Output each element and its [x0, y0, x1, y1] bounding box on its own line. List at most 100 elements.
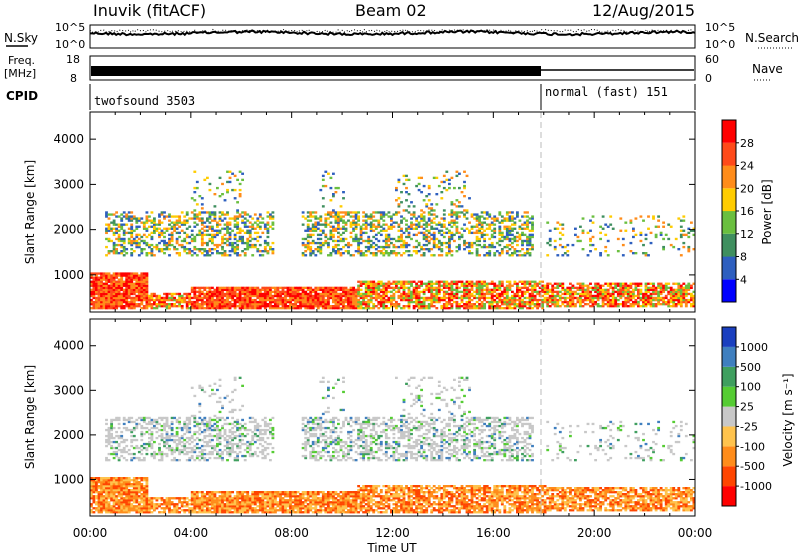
power-cell-3815 — [576, 288, 580, 292]
power-cell-1145 — [226, 188, 229, 192]
power-cell-801 — [188, 300, 192, 304]
vel-cell-78 — [102, 507, 106, 510]
power-cell-2313 — [379, 282, 383, 285]
power-cell-2361 — [384, 252, 388, 255]
power-cell-284 — [120, 237, 124, 241]
power-cell-2728 — [427, 250, 431, 253]
power-cell-3808 — [574, 286, 577, 290]
power-cell-606 — [155, 294, 159, 298]
power-cell-2575 — [410, 254, 413, 257]
power-cell-2046 — [349, 296, 353, 300]
power-cell-3982 — [611, 292, 615, 296]
power-cell-786 — [185, 296, 189, 300]
power-cell-39 — [95, 286, 98, 290]
power-cell-329 — [125, 282, 129, 285]
noise-right-label: N.Search — [745, 31, 799, 45]
power-cell-846 — [193, 225, 197, 228]
freq-right-tick-bottom: 0 — [705, 72, 712, 85]
power-cell-3488 — [516, 250, 519, 253]
power-cell-865 — [195, 254, 199, 257]
power-cell-2449 — [395, 186, 398, 190]
power-cell-4231 — [664, 284, 668, 287]
power-cell-1731 — [314, 305, 318, 308]
power-cell-3496 — [518, 307, 522, 310]
power-cell-3951 — [606, 305, 610, 308]
power-cell-1902 — [332, 211, 335, 214]
power-cell-2844 — [440, 243, 444, 247]
power-cell-95 — [102, 278, 106, 281]
power-cell-2909 — [448, 252, 451, 255]
power-cell-2230 — [369, 252, 373, 255]
power-cell-3198 — [480, 245, 484, 249]
power-cell-4168 — [652, 296, 655, 300]
power-cell-8 — [90, 284, 93, 287]
power-cell-2464 — [397, 229, 401, 232]
power-cell-1157 — [228, 286, 232, 290]
power-cell-1044 — [216, 250, 219, 253]
power-cell-699 — [170, 292, 174, 296]
vel-cell-407 — [135, 505, 139, 508]
vel-cell-123 — [107, 505, 111, 508]
vel-cell-324 — [125, 479, 129, 482]
power-cell-3412 — [508, 305, 512, 308]
power-cell-3378 — [503, 235, 507, 239]
power-cell-1037 — [216, 296, 219, 300]
power-cell-318 — [125, 305, 129, 308]
power-cell-2556 — [407, 243, 411, 247]
power-cell-857 — [195, 305, 199, 308]
vel-cell-463 — [140, 479, 144, 482]
power-cell-255 — [117, 237, 121, 241]
power-cell-3275 — [490, 288, 494, 292]
power-cell-2189 — [364, 225, 368, 228]
power-cell-2983 — [455, 280, 459, 283]
power-cell-282 — [120, 243, 124, 247]
vel-cell-171 — [110, 428, 114, 432]
power-cell-4319 — [682, 219, 686, 222]
power-cell-711 — [173, 303, 177, 306]
power-cell-512 — [142, 276, 146, 279]
power-cell-1945 — [337, 248, 340, 251]
power-cell-1020 — [213, 248, 217, 251]
power-cell-3451 — [511, 227, 514, 230]
power-cell-1808 — [321, 231, 325, 235]
power-cell-3425 — [508, 239, 512, 243]
power-cell-410 — [132, 288, 136, 292]
power-cell-333 — [125, 274, 129, 277]
power-cell-2496 — [402, 307, 406, 310]
power-cell-4278 — [677, 298, 681, 302]
vel-cell-70 — [100, 489, 103, 492]
power-cell-2180 — [364, 284, 368, 287]
power-cell-3109 — [470, 282, 474, 285]
power-cell-3300 — [493, 235, 497, 239]
power-cell-1933 — [337, 307, 340, 310]
power-cell-3984 — [611, 288, 615, 292]
power-cell-2039 — [347, 213, 350, 216]
power-cell-3996 — [614, 282, 618, 285]
power-cell-2003 — [342, 191, 345, 194]
freq-left-tick-top: 18 — [66, 53, 80, 66]
power-cell-962 — [208, 307, 212, 310]
power-cell-3241 — [485, 227, 489, 230]
power-cell-1216 — [233, 174, 237, 178]
power-cell-686 — [168, 239, 171, 243]
power-cell-2685 — [422, 235, 426, 239]
vel-cell-398 — [132, 446, 136, 450]
power-cell-249 — [117, 278, 121, 281]
power-cell-4311 — [682, 290, 686, 294]
power-cell-1833 — [324, 219, 328, 222]
power-colorbar-label-4: 20 — [740, 182, 754, 195]
power-cell-2062 — [352, 305, 356, 308]
vel-cell-255 — [117, 416, 121, 420]
power-cell-2511 — [402, 241, 406, 245]
power-cell-2141 — [359, 254, 363, 257]
power-cell-238 — [117, 300, 121, 304]
power-cell-756 — [180, 305, 184, 308]
power-cell-3539 — [523, 296, 527, 300]
power-cell-1726 — [311, 227, 315, 230]
power-cell-754 — [178, 215, 182, 218]
power-cell-4100 — [637, 288, 640, 292]
power-cell-9 — [90, 282, 93, 285]
power-cell-548 — [145, 221, 149, 224]
power-cell-1508 — [271, 248, 275, 251]
power-cell-772 — [183, 250, 187, 253]
